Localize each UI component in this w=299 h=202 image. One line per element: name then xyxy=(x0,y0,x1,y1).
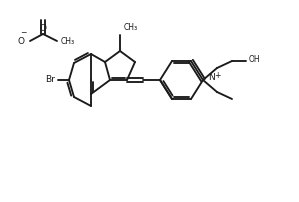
Text: Br: Br xyxy=(45,76,55,84)
Text: CH₃: CH₃ xyxy=(61,37,75,45)
Text: O: O xyxy=(39,24,47,33)
Text: CH₃: CH₃ xyxy=(124,23,138,32)
Text: +: + xyxy=(214,70,220,80)
Text: −: − xyxy=(21,28,27,37)
Text: N: N xyxy=(208,74,215,82)
Text: O: O xyxy=(18,37,25,45)
Text: OH: OH xyxy=(249,56,261,64)
